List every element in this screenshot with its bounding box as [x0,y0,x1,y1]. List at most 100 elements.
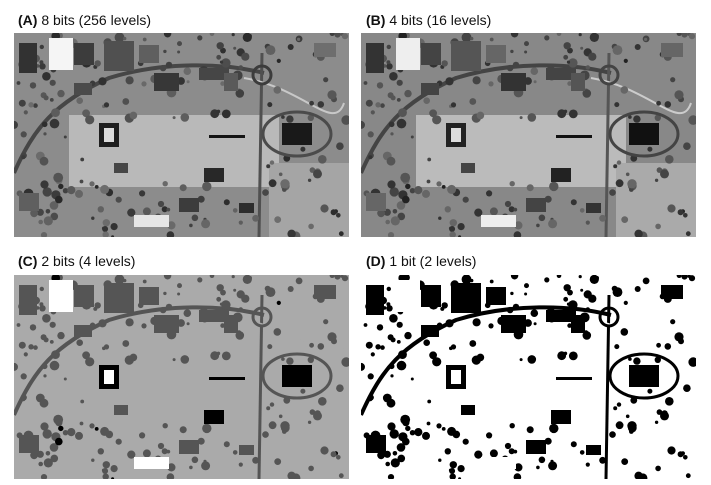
tree [397,119,407,129]
tree [635,286,641,292]
tree [390,374,393,377]
tree [177,51,180,54]
tree [123,37,126,40]
tree [391,95,396,100]
building [526,198,546,212]
tree [402,196,410,204]
tree [404,90,411,97]
tree [21,155,25,159]
tree [181,113,190,122]
building [421,325,439,337]
tree [216,55,221,60]
tree [667,446,675,454]
tree [58,426,63,431]
tree [564,352,568,356]
tree [524,293,527,296]
building [49,38,73,70]
tree [323,77,328,82]
tree [43,187,52,196]
tree [389,72,398,81]
tree [64,378,67,381]
tree [627,421,636,430]
building [179,440,199,454]
building [239,203,254,213]
tree [563,297,568,302]
building [661,285,683,299]
tree [308,466,314,472]
tree [380,345,385,350]
tree [438,459,441,462]
tree [617,402,621,406]
tree [655,466,661,472]
tree [507,307,513,313]
tree [626,415,630,419]
tree [177,41,182,46]
panel-b-tag: (B) [366,12,385,28]
tree [621,216,628,223]
tree [447,185,456,194]
tree [548,219,557,228]
panel-a-tag: (A) [18,12,37,28]
building [224,73,238,91]
tree [42,314,51,323]
tree [364,323,368,327]
building [366,285,384,315]
tree [580,47,583,50]
building [104,283,134,313]
tree [50,98,54,102]
tree [38,462,43,467]
tree [98,448,104,454]
tree [189,224,193,228]
tree [266,45,276,55]
tree [111,223,118,230]
tree [243,275,252,284]
tree [527,184,534,191]
tree [274,328,282,336]
tree [621,86,629,94]
tree [505,443,511,449]
tree [427,158,431,162]
building [586,445,601,455]
tree [91,217,94,220]
tree [95,302,101,308]
tree [445,77,453,85]
tree [683,384,691,392]
tree [436,423,441,428]
tree [320,446,328,454]
tree [201,461,210,470]
tree [233,450,238,455]
tree [368,155,372,159]
tree [201,219,210,228]
tree [166,304,172,310]
tree [269,179,277,187]
tree [336,384,344,392]
tree [116,439,122,445]
tree [670,319,675,324]
tree [241,53,249,61]
tree [614,102,619,107]
tree [44,95,49,100]
building [501,315,526,333]
tree [655,224,661,230]
building [114,163,128,173]
tree [423,97,430,104]
tree [432,357,441,366]
tree [644,280,647,283]
tree [241,295,249,303]
tree [665,343,672,350]
tree [243,33,252,42]
tree [609,431,616,438]
tree [505,201,511,207]
tree [524,41,529,46]
tree [613,287,623,297]
building [551,168,571,182]
tree [122,98,129,105]
tree [635,44,641,50]
tree [686,473,691,478]
tree [122,340,129,347]
tree [386,302,390,306]
tree [163,50,166,53]
tree [339,473,344,478]
tree [50,322,56,328]
tree [116,197,122,203]
